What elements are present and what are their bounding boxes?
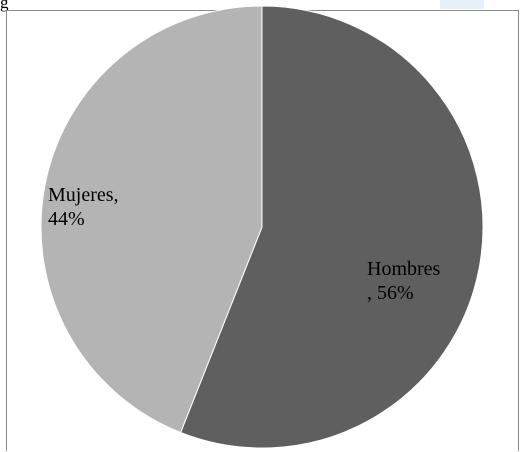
pie-slice-mujeres — [40, 5, 263, 434]
pie-slice-hombres — [179, 5, 484, 449]
data-label-mujeres: Mujeres, 44% — [48, 184, 119, 230]
cropped-caption-fragment: g — [0, 0, 9, 12]
data-label-hombres: Hombres , 56% — [367, 258, 441, 304]
top-edge-highlight — [440, 0, 484, 9]
